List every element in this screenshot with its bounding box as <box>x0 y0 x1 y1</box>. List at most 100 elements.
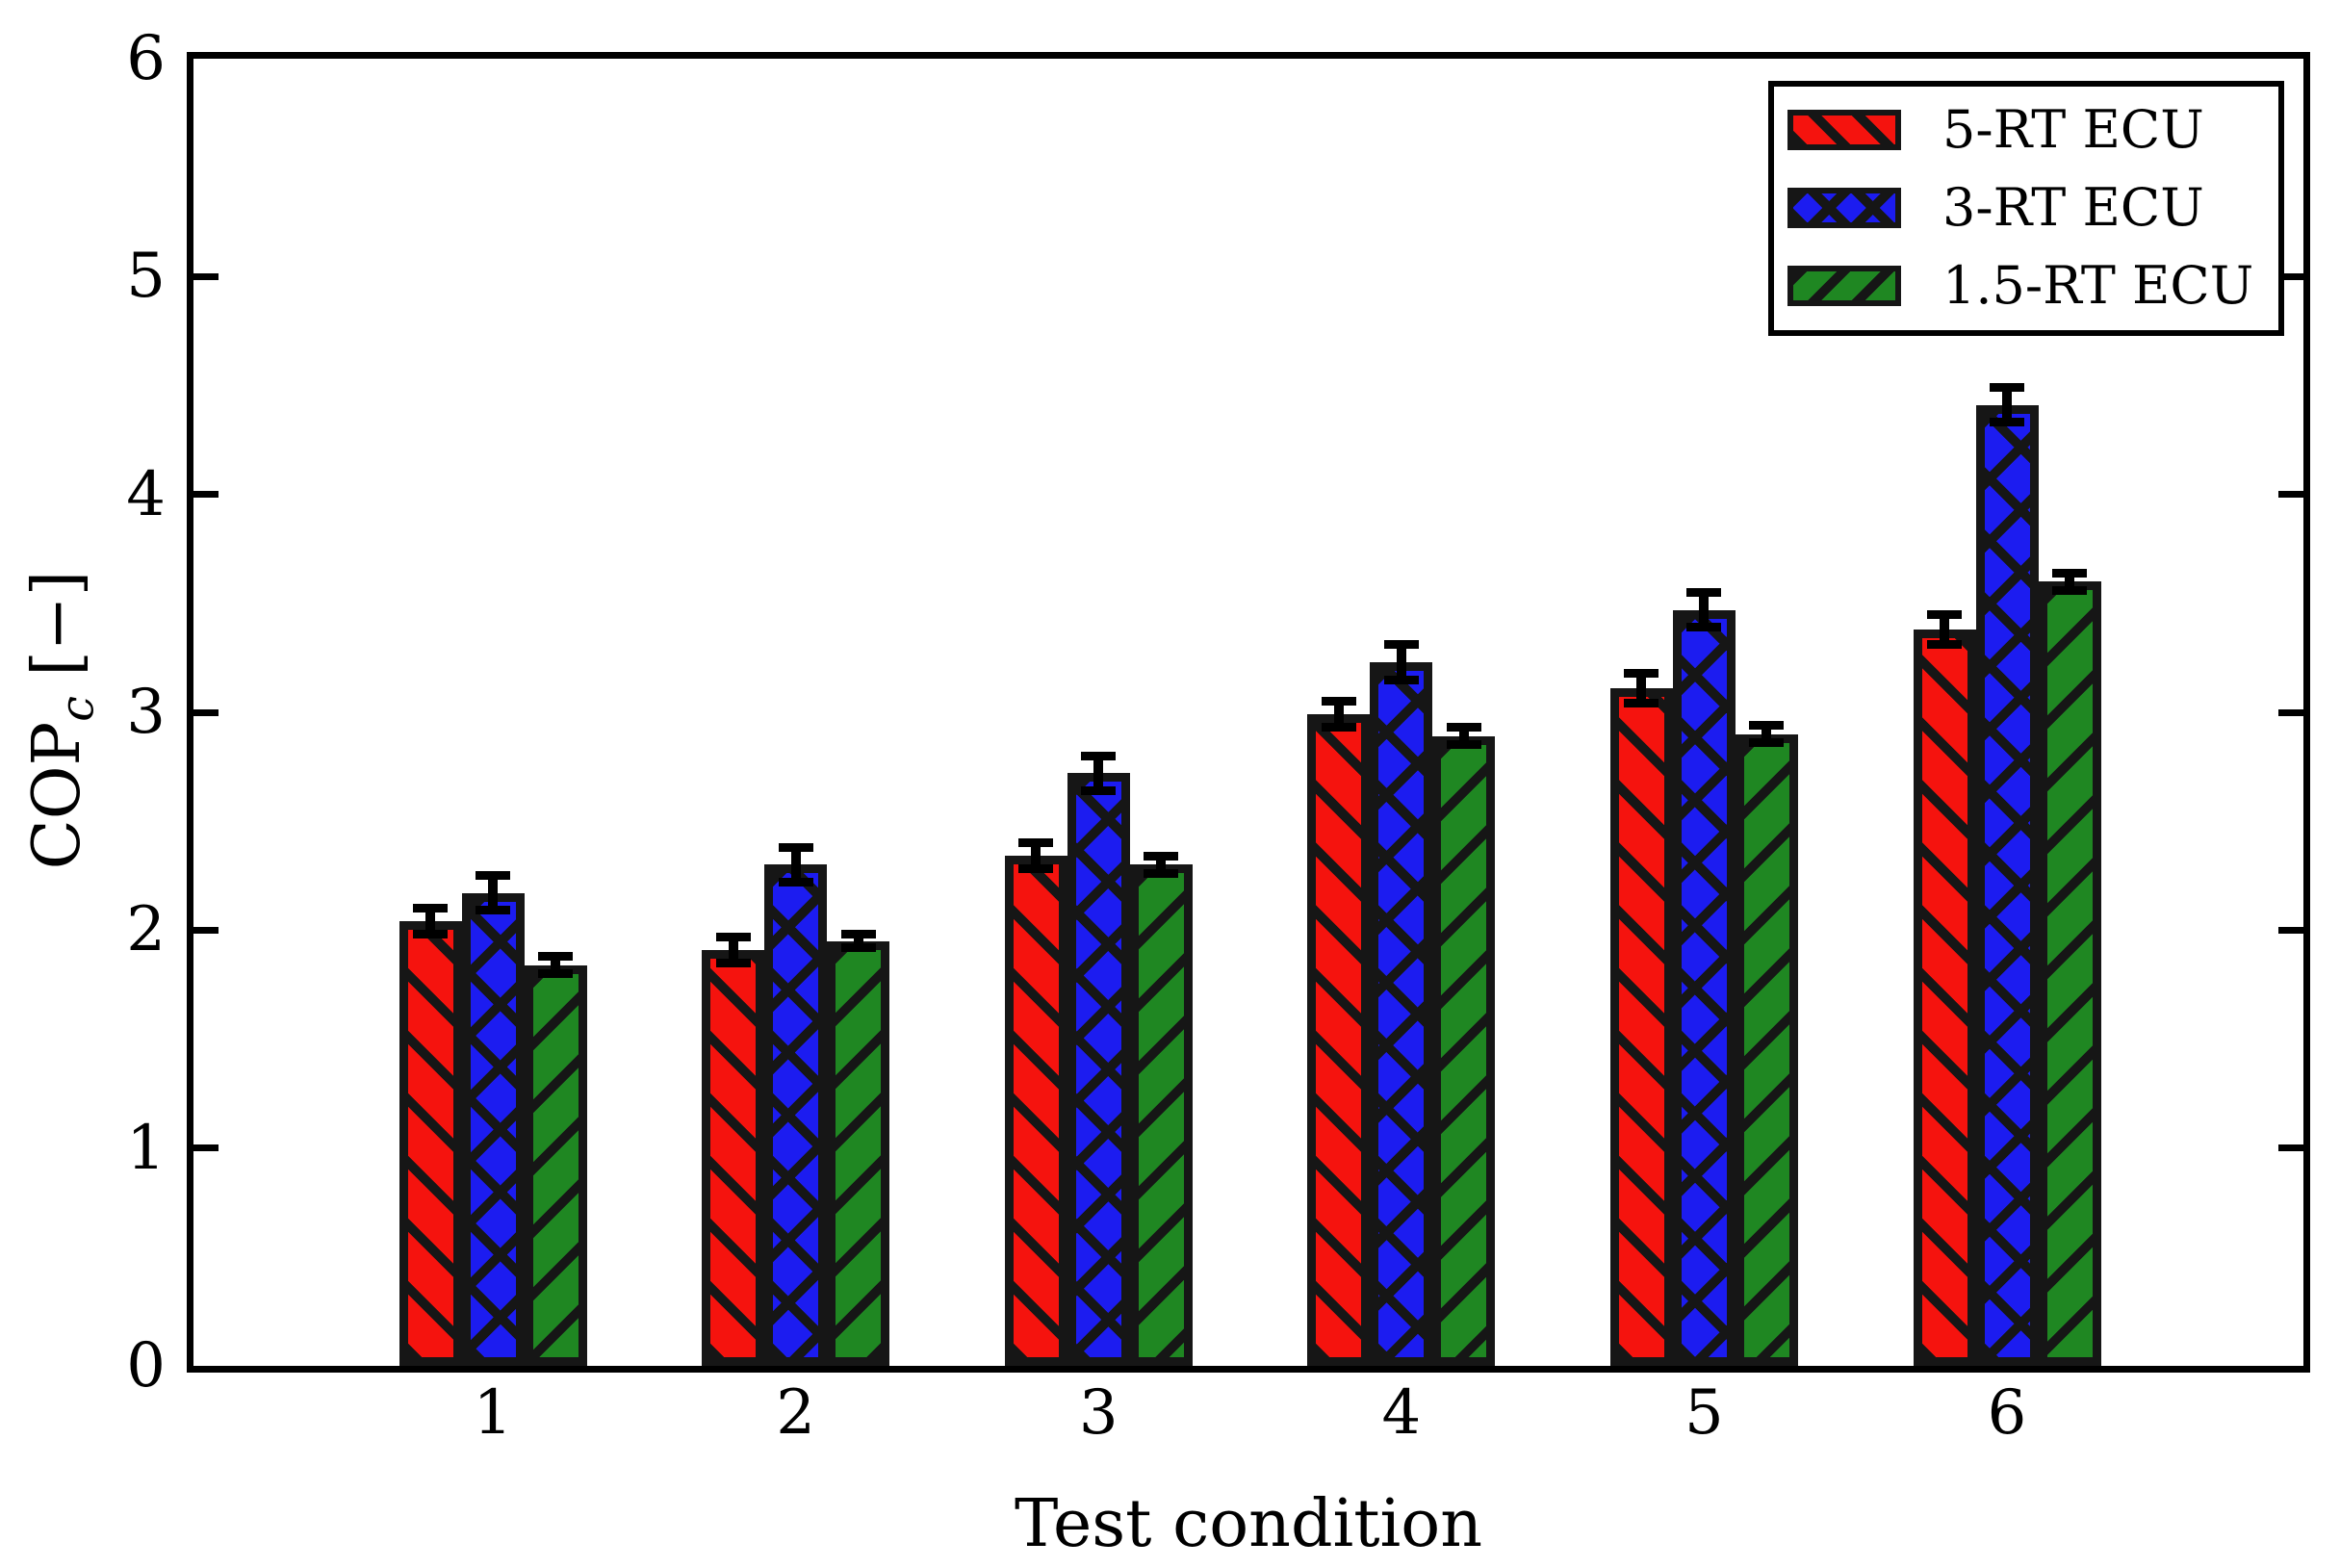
x-tick-label-5: 5 <box>1684 1377 1724 1449</box>
errorbar-5-rt-ecu-condition-6-cap-bottom <box>1927 640 1962 650</box>
y-axis-tick-left-2 <box>193 926 219 934</box>
legend-label: 1.5-RT ECU <box>1942 255 2254 316</box>
errorbar-1-5-rt-ecu-condition-5-cap-bottom <box>1749 738 1785 748</box>
errorbar-3-rt-ecu-condition-2-cap-top <box>778 842 813 852</box>
y-tick-label-2: 2 <box>126 894 166 966</box>
legend-swatch-red-backslash-hatch-icon <box>1787 110 1901 150</box>
bar-1-5-rt-ecu-condition-3 <box>1129 864 1193 1366</box>
bar-3-rt-ecu-condition-6 <box>1975 405 2039 1366</box>
errorbar-1-5-rt-ecu-condition-1-cap-top <box>538 952 573 961</box>
errorbar-5-rt-ecu-condition-6-cap-top <box>1927 609 1962 619</box>
errorbar-3-rt-ecu-condition-5 <box>1699 592 1710 628</box>
legend-swatch-blue-cross-hatch-icon <box>1787 188 1901 228</box>
bar-5-rt-ecu-condition-6 <box>1913 630 1976 1366</box>
errorbar-5-rt-ecu-condition-1 <box>425 908 435 935</box>
errorbar-5-rt-ecu-condition-2-cap-bottom <box>715 958 751 967</box>
errorbar-3-rt-ecu-condition-5-cap-top <box>1686 588 1722 598</box>
errorbar-5-rt-ecu-condition-5-cap-bottom <box>1624 699 1659 708</box>
y-axis-tick-right-4 <box>2278 491 2303 499</box>
bar-3-rt-ecu-condition-5 <box>1672 610 1736 1366</box>
errorbar-5-rt-ecu-condition-4-cap-top <box>1321 697 1356 707</box>
legend: 5-RT ECU 3-RT ECU 1.5-RT ECU <box>1768 81 2284 336</box>
x-tick-label-1: 1 <box>473 1377 513 1449</box>
bar-3-rt-ecu-condition-1 <box>461 893 525 1366</box>
legend-label: 3-RT ECU <box>1942 177 2204 238</box>
errorbar-3-rt-ecu-condition-3-cap-bottom <box>1081 785 1117 795</box>
x-tick-label-2: 2 <box>776 1377 815 1449</box>
y-axis-tick-left-4 <box>193 491 219 499</box>
y-axis-tick-right-3 <box>2278 708 2303 716</box>
errorbar-5-rt-ecu-condition-3-cap-bottom <box>1018 864 1054 874</box>
errorbar-1-5-rt-ecu-condition-4-cap-bottom <box>1446 740 1481 750</box>
errorbar-1-5-rt-ecu-condition-2 <box>853 934 863 948</box>
legend-swatch-green-slash-hatch-icon <box>1787 266 1901 306</box>
errorbar-1-5-rt-ecu-condition-1-cap-bottom <box>538 969 573 979</box>
y-axis-tick-left-1 <box>193 1144 219 1152</box>
y-axis-title-subscript: c <box>51 696 105 722</box>
errorbar-3-rt-ecu-condition-2-cap-bottom <box>778 878 813 887</box>
errorbar-1-5-rt-ecu-condition-1 <box>551 956 560 974</box>
errorbar-3-rt-ecu-condition-6 <box>2002 387 2012 423</box>
y-axis-title-units: [−] <box>19 570 95 677</box>
bar-1-5-rt-ecu-condition-1 <box>524 965 587 1366</box>
errorbar-1-5-rt-ecu-condition-2-cap-bottom <box>840 942 876 952</box>
legend-item-5rt-ecu: 5-RT ECU <box>1787 104 2278 156</box>
errorbar-3-rt-ecu-condition-3-cap-top <box>1081 751 1117 760</box>
errorbar-3-rt-ecu-condition-5-cap-bottom <box>1686 623 1722 632</box>
x-tick-label-6: 6 <box>1987 1377 2027 1449</box>
bar-5-rt-ecu-condition-1 <box>399 921 462 1366</box>
errorbar-3-rt-ecu-condition-4 <box>1396 644 1406 681</box>
legend-item-1-5rt-ecu: 1.5-RT ECU <box>1787 260 2278 312</box>
bar-5-rt-ecu-condition-4 <box>1307 714 1371 1366</box>
y-tick-label-1: 1 <box>126 1112 166 1184</box>
errorbar-3-rt-ecu-condition-4-cap-top <box>1383 640 1419 650</box>
bar-3-rt-ecu-condition-4 <box>1370 662 1433 1366</box>
y-tick-label-5: 5 <box>126 241 166 313</box>
errorbar-3-rt-ecu-condition-6-cap-bottom <box>1990 418 2024 427</box>
errorbar-1-5-rt-ecu-condition-3-cap-bottom <box>1144 869 1179 878</box>
bar-1-5-rt-ecu-condition-6 <box>2038 581 2101 1366</box>
errorbar-1-5-rt-ecu-condition-5-cap-top <box>1749 721 1785 731</box>
bar-1-5-rt-ecu-condition-2 <box>827 941 890 1366</box>
errorbar-5-rt-ecu-condition-4-cap-bottom <box>1321 723 1356 733</box>
errorbar-1-5-rt-ecu-condition-3-cap-top <box>1144 851 1179 861</box>
bar-1-5-rt-ecu-condition-5 <box>1735 734 1798 1366</box>
errorbar-5-rt-ecu-condition-2 <box>728 937 738 964</box>
legend-label: 5-RT ECU <box>1942 99 2204 160</box>
errorbar-5-rt-ecu-condition-3-cap-top <box>1018 838 1054 848</box>
y-tick-label-3: 3 <box>126 677 166 748</box>
errorbar-5-rt-ecu-condition-1-cap-bottom <box>413 930 448 939</box>
y-axis-tick-right-5 <box>2278 272 2303 280</box>
y-axis-tick-left-5 <box>193 272 219 280</box>
y-axis-tick-left-3 <box>193 708 219 716</box>
errorbar-1-5-rt-ecu-condition-3 <box>1156 856 1167 874</box>
errorbar-1-5-rt-ecu-condition-6-cap-top <box>2052 568 2087 578</box>
errorbar-5-rt-ecu-condition-6 <box>1940 614 1949 645</box>
bar-3-rt-ecu-condition-2 <box>764 864 828 1366</box>
errorbar-3-rt-ecu-condition-1-cap-bottom <box>476 906 510 915</box>
y-axis-title: COPc [−] <box>17 479 105 961</box>
errorbar-3-rt-ecu-condition-1 <box>488 875 498 911</box>
bar-5-rt-ecu-condition-5 <box>1609 688 1673 1366</box>
x-tick-label-4: 4 <box>1381 1377 1422 1449</box>
x-tick-label-3: 3 <box>1078 1377 1119 1449</box>
errorbar-1-5-rt-ecu-condition-4-cap-top <box>1446 723 1481 733</box>
errorbar-1-5-rt-ecu-condition-4 <box>1458 727 1469 745</box>
bar-5-rt-ecu-condition-3 <box>1004 856 1067 1366</box>
errorbar-5-rt-ecu-condition-1-cap-top <box>413 904 448 913</box>
x-axis-title: Test condition <box>1014 1486 1483 1562</box>
bar-5-rt-ecu-condition-2 <box>702 950 765 1366</box>
errorbar-5-rt-ecu-condition-2-cap-top <box>715 932 751 941</box>
errorbar-1-5-rt-ecu-condition-5 <box>1761 725 1772 743</box>
errorbar-3-rt-ecu-condition-2 <box>790 847 801 883</box>
y-axis-tick-right-2 <box>2278 926 2303 934</box>
errorbar-3-rt-ecu-condition-4-cap-bottom <box>1383 675 1419 684</box>
bar-3-rt-ecu-condition-3 <box>1067 773 1130 1366</box>
errorbar-3-rt-ecu-condition-1-cap-top <box>476 871 510 881</box>
y-tick-label-0: 0 <box>126 1330 166 1401</box>
errorbar-5-rt-ecu-condition-3 <box>1031 842 1041 869</box>
y-tick-label-4: 4 <box>126 458 166 530</box>
errorbar-1-5-rt-ecu-condition-2-cap-top <box>840 930 876 939</box>
y-axis-title-text: COP <box>19 721 95 870</box>
